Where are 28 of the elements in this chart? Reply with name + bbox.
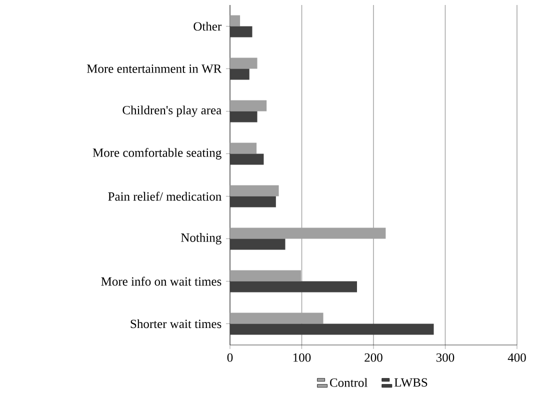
bar bbox=[230, 26, 252, 38]
legend-label: LWBS bbox=[394, 378, 428, 387]
y-tick-label: Children's play area bbox=[122, 106, 222, 117]
bar bbox=[230, 154, 264, 165]
bar bbox=[230, 185, 279, 196]
y-tick-label: More info on wait times bbox=[101, 276, 222, 286]
bar bbox=[230, 196, 276, 208]
bar bbox=[230, 100, 267, 112]
bar bbox=[230, 15, 240, 26]
y-tick-label: Shorter wait times bbox=[130, 319, 222, 328]
x-tick-label: 0 bbox=[227, 353, 233, 362]
bar bbox=[230, 58, 258, 69]
y-tick-label: Pain relief/ medication bbox=[108, 192, 222, 201]
y-tick-label: More comfortable seating bbox=[92, 148, 222, 160]
y-tick-label: More entertainment in WR bbox=[86, 64, 222, 73]
x-tick-label: 200 bbox=[364, 353, 382, 362]
bar bbox=[230, 111, 258, 122]
bar bbox=[230, 238, 286, 250]
legend-label: Control bbox=[330, 378, 368, 387]
bar bbox=[230, 142, 257, 154]
x-tick-label: 300 bbox=[436, 353, 454, 362]
bar bbox=[230, 281, 357, 292]
x-tick-label: 400 bbox=[508, 353, 526, 362]
y-tick-label: Nothing bbox=[181, 233, 222, 244]
y-tick-label: Other bbox=[194, 22, 222, 31]
bar bbox=[230, 324, 434, 335]
x-tick-label: 100 bbox=[293, 353, 311, 362]
bar bbox=[230, 68, 250, 80]
